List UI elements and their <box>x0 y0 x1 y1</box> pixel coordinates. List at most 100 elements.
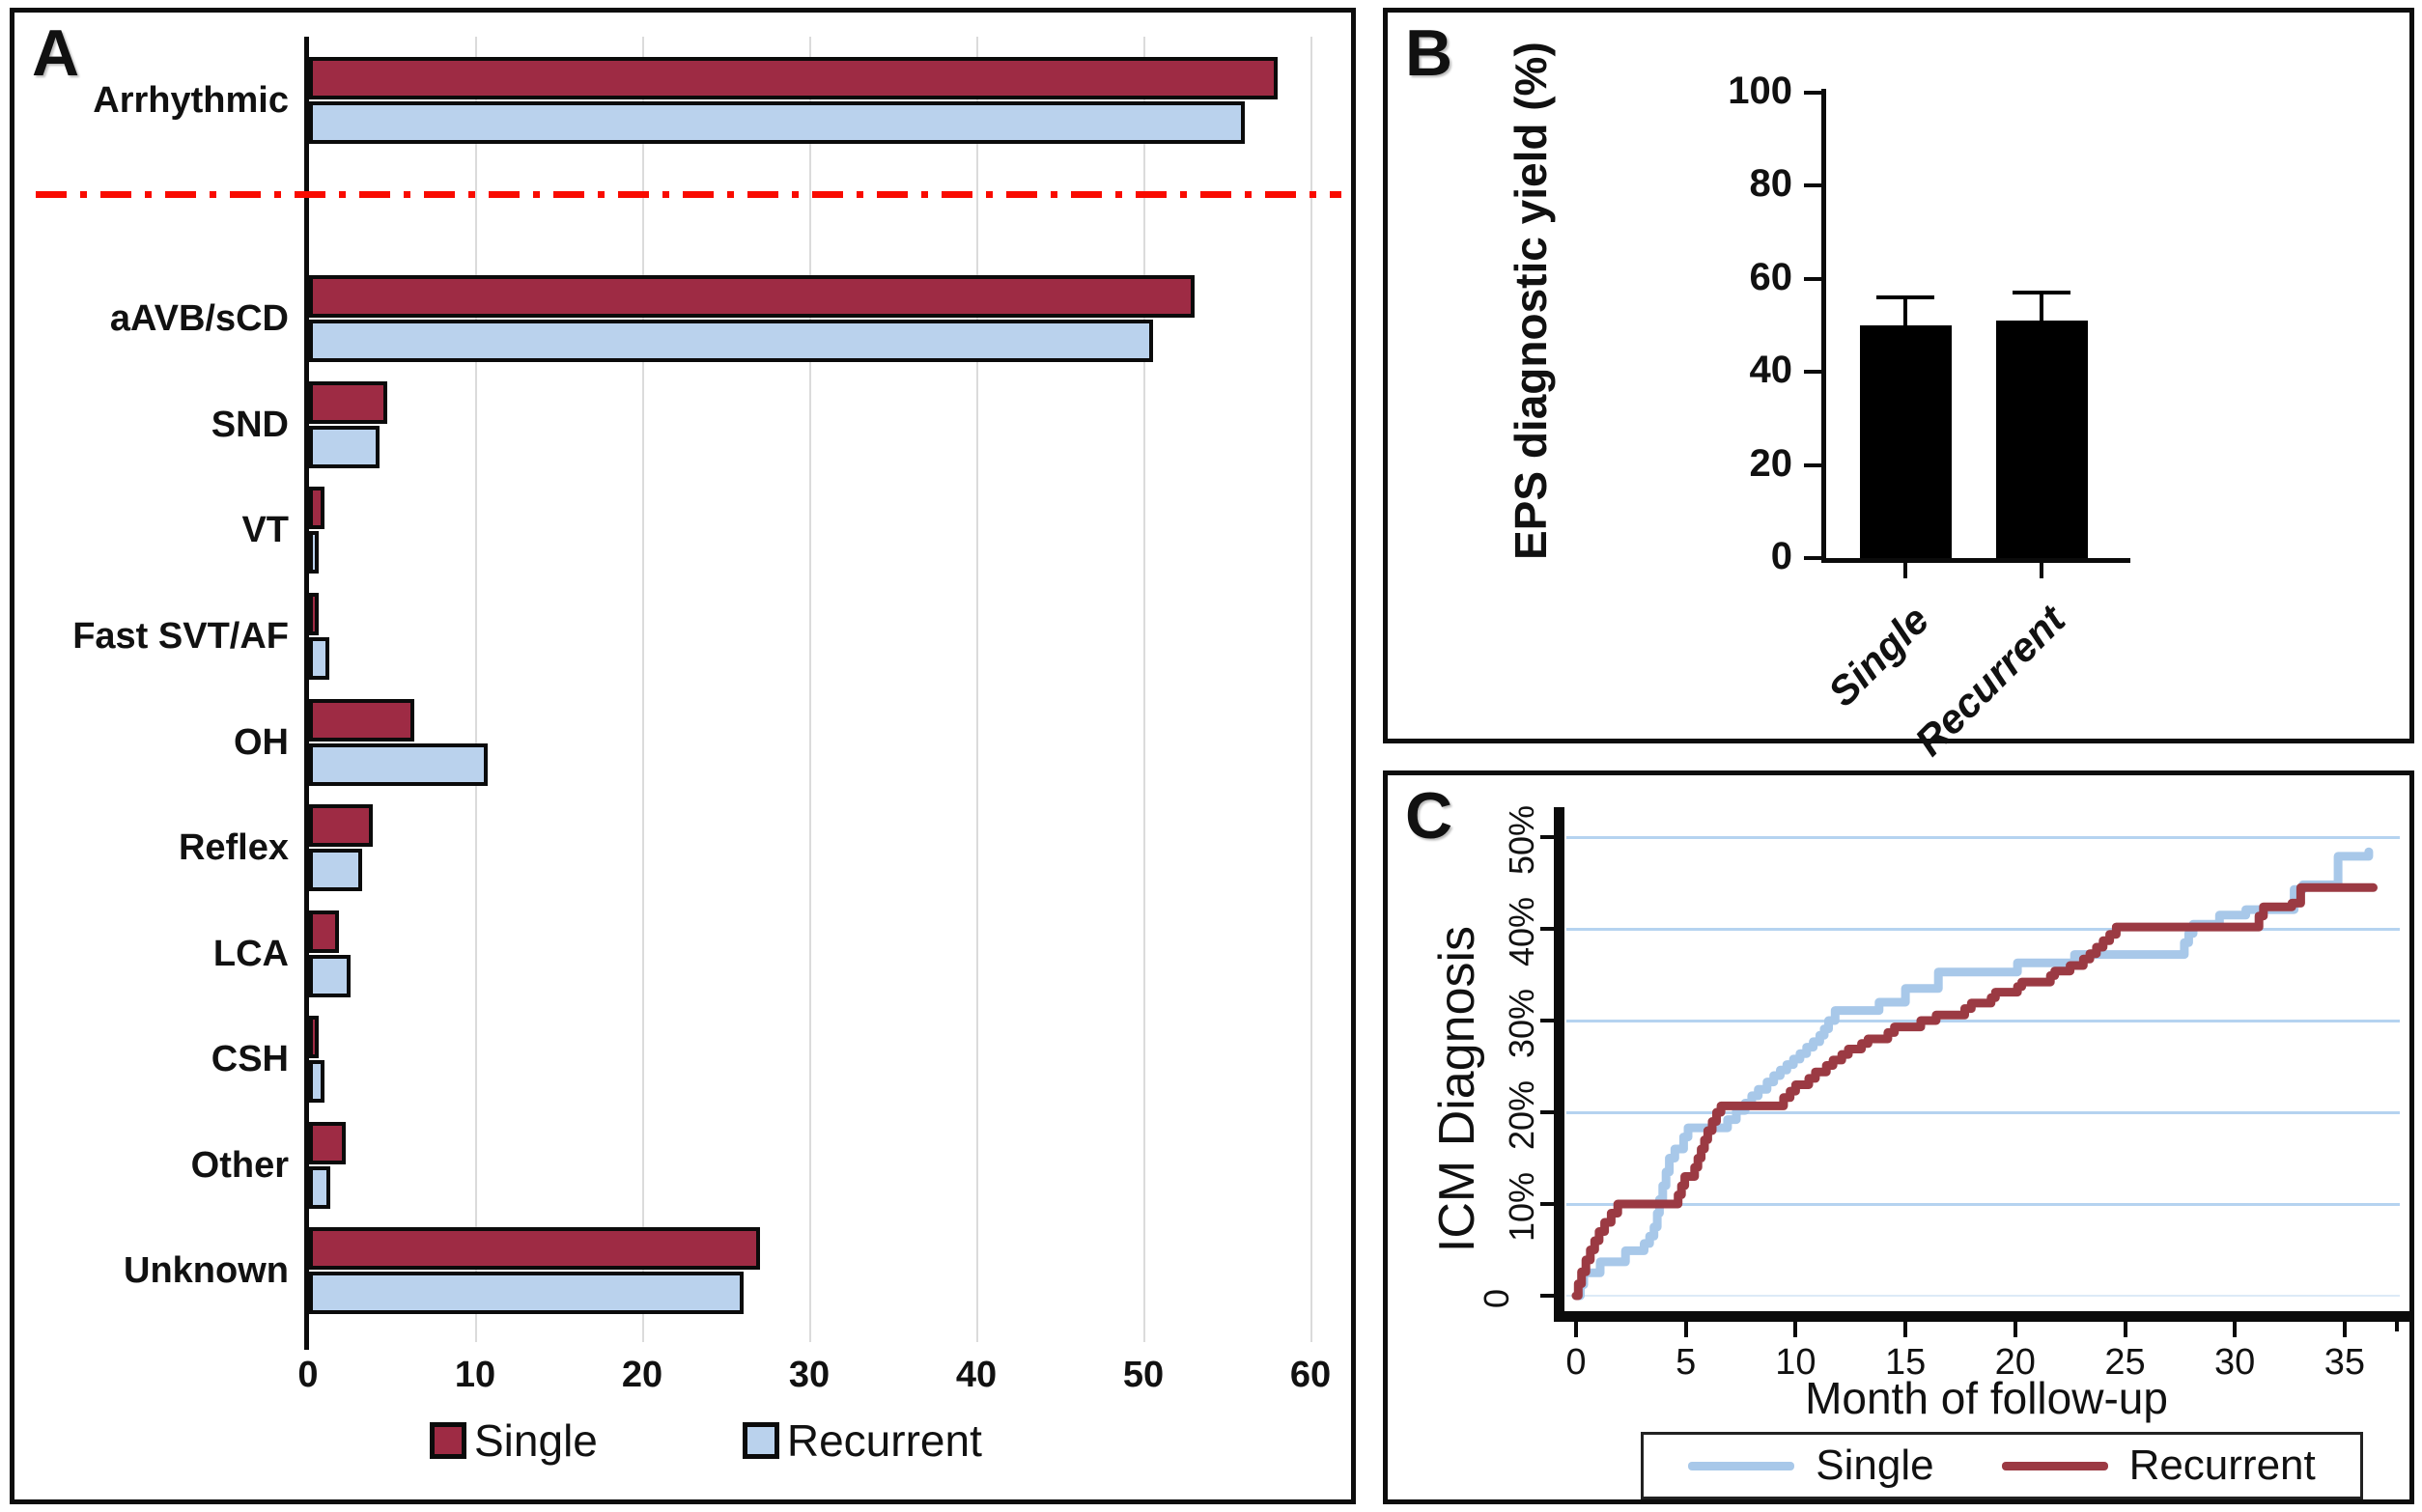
bar-single-vt <box>309 487 324 529</box>
bar-single <box>1859 325 1952 558</box>
y-axis-line <box>1821 89 1826 563</box>
gridline-30 <box>1566 1020 2400 1022</box>
bar-recurrent-other <box>309 1166 331 1209</box>
legend: Single Recurrent <box>1641 1432 2363 1499</box>
legend-line-sample-single <box>1688 1461 1795 1470</box>
y-tick-label-60: 60 <box>1749 255 1793 298</box>
bar-single-oh <box>309 699 414 742</box>
x-tick-label-20: 20 <box>1994 1342 2036 1383</box>
bar-single-arrhythmic <box>309 57 1279 99</box>
panel-c-plot: 0 10% 20% 30% 40% 50% 0 5 10 15 20 25 30 35 Single Recu… <box>1388 775 2409 1499</box>
x-tick-5 <box>1683 1322 1688 1337</box>
legend-swatch-single <box>430 1422 466 1459</box>
gridline-vertical <box>642 37 644 1342</box>
bar-recurrent <box>1995 321 2088 558</box>
bar-recurrent-arrhythmic <box>309 101 1245 144</box>
error-bar-stem-recurrent <box>2040 290 2043 322</box>
bar-recurrent-oh <box>309 743 489 786</box>
bar-single-reflex <box>309 804 373 847</box>
x-tick-label-20: 20 <box>621 1355 663 1395</box>
y-tick-100 <box>1804 91 1821 95</box>
legend-label-single: Single <box>474 1415 598 1466</box>
bar-recurrent-lca <box>309 955 352 997</box>
category-label-lca: LCA <box>212 934 289 974</box>
x-tick-label-60: 60 <box>1289 1355 1332 1395</box>
gridline-vertical <box>976 37 978 1342</box>
panel-a: A Arrhythmic aAVB/sCD SND VT Fast SVT/AF OH Re… <box>10 8 1356 1504</box>
y-tick-30 <box>1540 1019 1555 1022</box>
gridline-vertical <box>475 37 477 1342</box>
legend-item-single: Single <box>430 1414 598 1467</box>
category-label-snd: SND <box>211 405 289 445</box>
error-bar-cap-single <box>1876 294 1934 299</box>
x-tick-label-30: 30 <box>788 1355 831 1395</box>
gridline-vertical <box>1143 37 1145 1342</box>
y-tick-20 <box>1804 462 1821 467</box>
gridline-40 <box>1566 928 2400 931</box>
legend-label-recurrent: Recurrent <box>786 1415 982 1466</box>
x-axis-line <box>1821 558 2130 563</box>
gridline-vertical <box>1310 37 1312 1342</box>
y-tick-10 <box>1540 1202 1555 1206</box>
panel-a-plot: Arrhythmic aAVB/sCD SND VT Fast SVT/AF OH Refl… <box>14 13 1351 1499</box>
x-tick-label-0: 0 <box>1565 1342 1587 1383</box>
separator-dashed-line <box>36 191 1341 198</box>
legend-label-single: Single <box>1816 1442 1934 1489</box>
bar-single-fast-svt-af <box>309 593 319 635</box>
category-label-other: Other <box>190 1145 289 1186</box>
x-tick-25 <box>2123 1322 2127 1337</box>
x-tick-label-15: 15 <box>1884 1342 1927 1383</box>
category-label-unknown: Unknown <box>124 1250 289 1291</box>
x-tick-recurrent <box>2040 563 2043 578</box>
x-tick-10 <box>1793 1322 1798 1337</box>
x-tick-15 <box>1903 1322 1908 1337</box>
x-tick-end <box>2395 1322 2399 1331</box>
x-tick-label-5: 5 <box>1676 1342 1697 1383</box>
x-tick-35 <box>2342 1322 2347 1337</box>
category-label-aavb-scd: aAVB/sCD <box>109 298 289 339</box>
gridline-vertical <box>809 37 811 1342</box>
legend-item-recurrent: Recurrent <box>742 1414 982 1467</box>
y-tick-40 <box>1804 370 1821 375</box>
curve-recurrent <box>1571 882 2378 1301</box>
category-label-csh: CSH <box>211 1039 289 1079</box>
panel-b-y-axis-label: EPS diagnostic yield (%) <box>1506 42 1556 560</box>
category-label-reflex: Reflex <box>178 827 289 868</box>
gridline-50 <box>1566 836 2400 839</box>
panel-c: C 0 10% 20% 30% 40% 50% 0 5 10 15 20 25 30 35 Single Re… <box>1383 770 2414 1504</box>
y-tick-60 <box>1804 276 1821 281</box>
y-tick-20 <box>1540 1110 1555 1114</box>
gridline-0 <box>1566 1295 2400 1297</box>
legend-item-single: Single <box>1688 1442 1934 1490</box>
gridline-20 <box>1566 1111 2400 1114</box>
y-axis-line <box>1554 807 1564 1311</box>
km-curves <box>1571 847 2378 1301</box>
legend-swatch-recurrent <box>742 1422 779 1459</box>
bar-single-aavb-scd <box>309 275 1195 318</box>
y-axis-line <box>304 37 309 1350</box>
category-label-oh: OH <box>234 722 289 763</box>
category-label-arrhythmic: Arrhythmic <box>93 80 289 121</box>
x-tick-20 <box>2013 1322 2017 1337</box>
y-tick-0 <box>1540 1294 1555 1298</box>
panel-a-letter: A <box>32 16 80 90</box>
panel-c-letter: C <box>1405 779 1453 853</box>
y-tick-label-40: 40 <box>1749 349 1793 392</box>
x-axis-line <box>1554 1311 2409 1322</box>
bar-single-snd <box>309 381 388 424</box>
legend-item-recurrent: Recurrent <box>2001 1442 2316 1490</box>
bar-recurrent-fast-svt-af <box>309 637 329 680</box>
y-tick-label-0: 0 <box>1770 535 1792 577</box>
panel-c-y-axis-label: ICM Diagnosis <box>1429 925 1485 1253</box>
panel-b: B 0 20 40 60 80 100 Single Recurrent EPS diagno… <box>1383 8 2414 765</box>
y-tick-label-20: 20 <box>1749 441 1793 485</box>
x-tick-label-0: 0 <box>297 1355 319 1395</box>
x-tick-label-40: 40 <box>955 1355 998 1395</box>
y-tick-80 <box>1804 183 1821 188</box>
bar-single-csh <box>309 1016 319 1058</box>
panel-c-x-axis-label: Month of follow-up <box>1805 1373 2168 1423</box>
y-tick-40 <box>1540 927 1555 931</box>
x-tick-30 <box>2233 1322 2238 1337</box>
bar-recurrent-reflex <box>309 849 363 891</box>
